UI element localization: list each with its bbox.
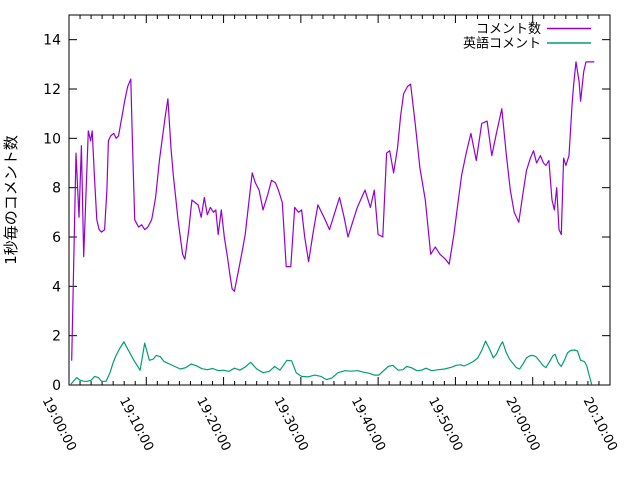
y-tick-label: 6 [52, 230, 61, 246]
y-axis-title: 1秒毎のコメント数 [2, 135, 20, 265]
y-tick-label: 0 [52, 378, 61, 394]
x-tick-label: 19:50:00 [425, 395, 465, 454]
plot-border [68, 14, 611, 386]
x-tick-label: 19:10:00 [116, 395, 156, 454]
comment-count-series-line [71, 61, 595, 361]
x-tick-label: 20:00:00 [502, 395, 542, 454]
legend-label: 英語コメント [463, 36, 541, 52]
x-tick-label: 19:40:00 [348, 395, 388, 454]
y-tick-label: 12 [43, 82, 61, 98]
y-tick-label: 14 [43, 33, 61, 49]
y-tick-label: 10 [43, 131, 61, 147]
x-tick-label: 20:10:00 [580, 395, 620, 454]
english-comment-series-line [70, 340, 593, 385]
y-tick-label: 8 [52, 181, 61, 197]
x-tick-label: 19:30:00 [271, 395, 311, 454]
x-tick-label: 19:20:00 [193, 395, 233, 454]
legend-label: コメント数 [476, 22, 541, 37]
y-tick-label: 2 [52, 329, 61, 345]
x-tick-label: 19:00:00 [39, 395, 79, 454]
y-tick-label: 4 [52, 279, 61, 295]
